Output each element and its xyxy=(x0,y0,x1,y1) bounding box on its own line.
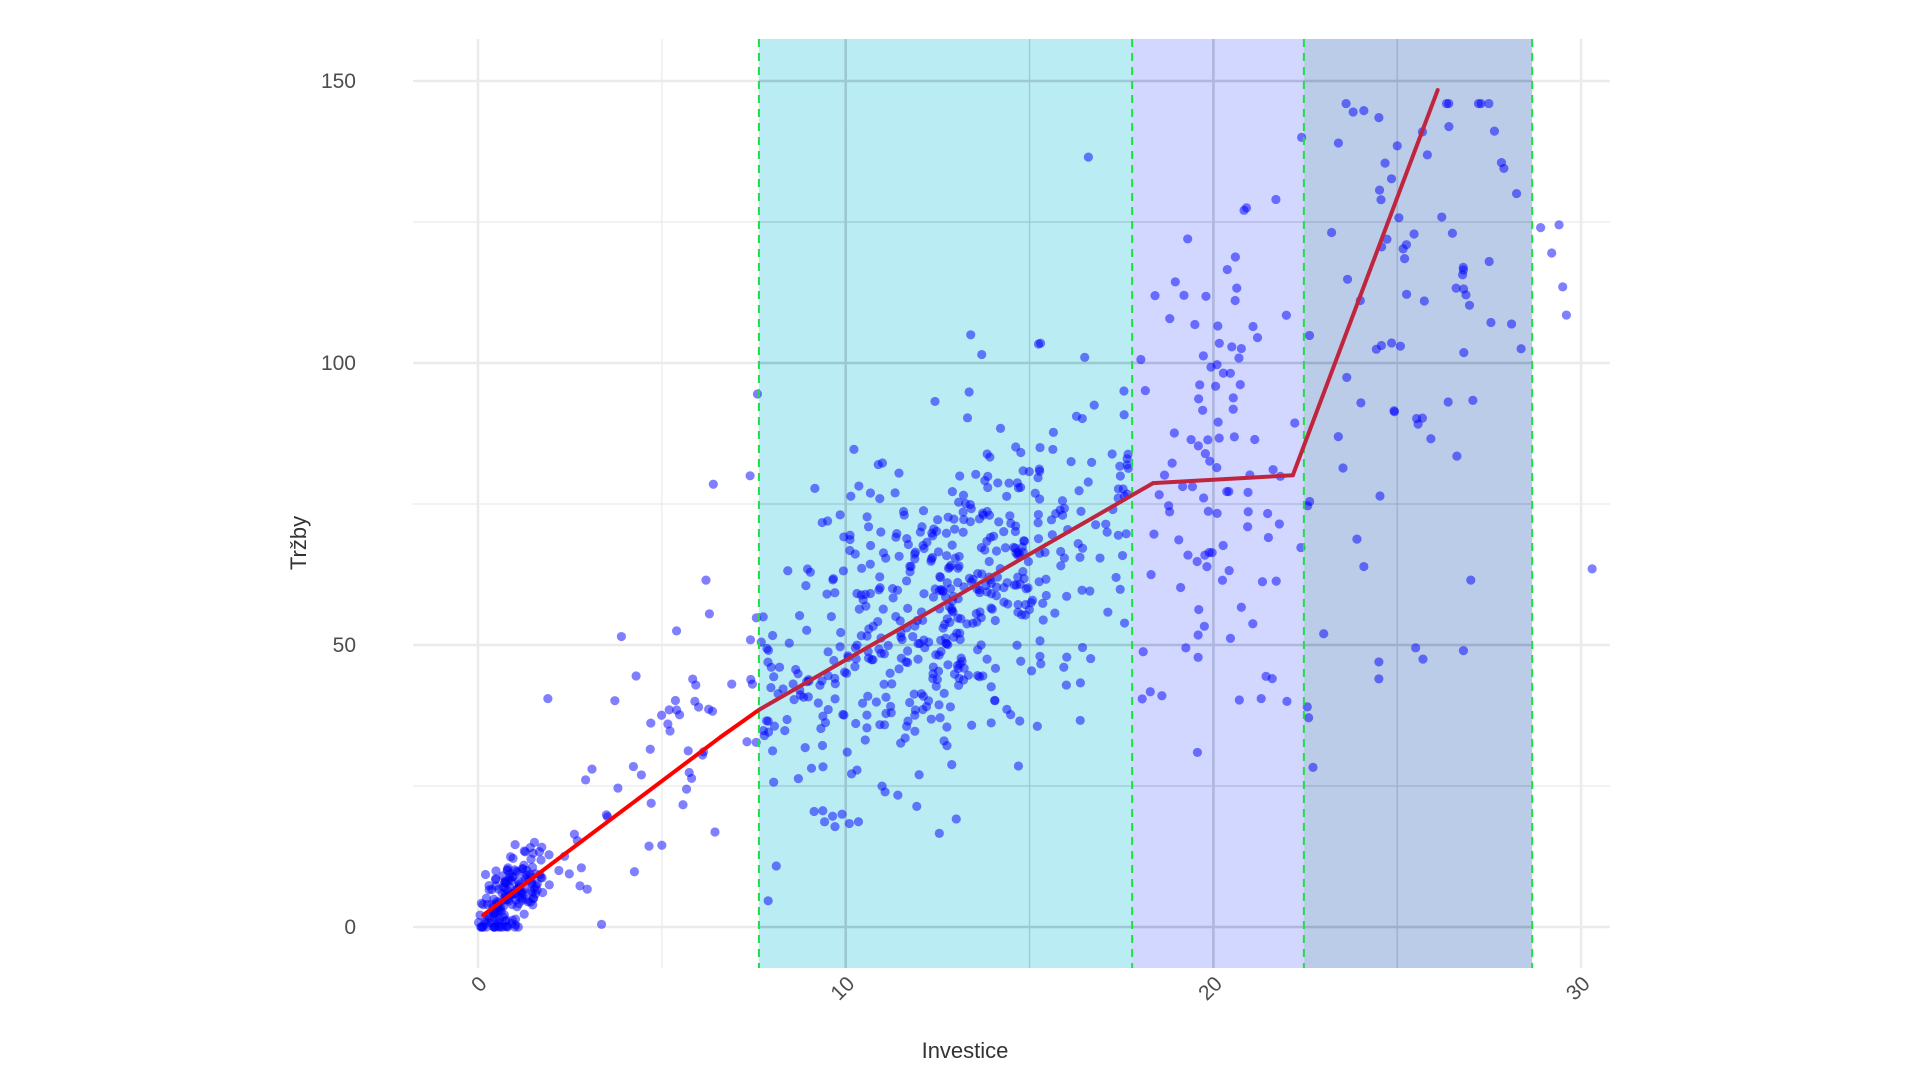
gridlines xyxy=(413,39,1610,968)
trend-line xyxy=(481,88,1440,918)
y-axis-ticks: 0 50 100 150 xyxy=(321,70,356,939)
data-points xyxy=(473,98,1597,932)
x-tick-label: 10 xyxy=(826,972,859,1005)
y-tick-label: 100 xyxy=(321,352,356,375)
y-tick-label: 150 xyxy=(321,70,356,93)
x-tick-label: 20 xyxy=(1194,972,1227,1005)
y-tick-label: 0 xyxy=(344,916,356,939)
y-axis-title: Tržby xyxy=(286,516,311,570)
y-tick-label: 50 xyxy=(333,634,356,657)
x-axis-ticks: 0 10 20 30 xyxy=(467,972,1595,1005)
x-tick-label: 30 xyxy=(1562,972,1595,1005)
gridlines-over-regions xyxy=(758,39,1533,968)
region-borders xyxy=(757,39,1534,968)
x-tick-label: 0 xyxy=(467,972,492,997)
x-axis-title: Investice xyxy=(922,1038,1009,1063)
